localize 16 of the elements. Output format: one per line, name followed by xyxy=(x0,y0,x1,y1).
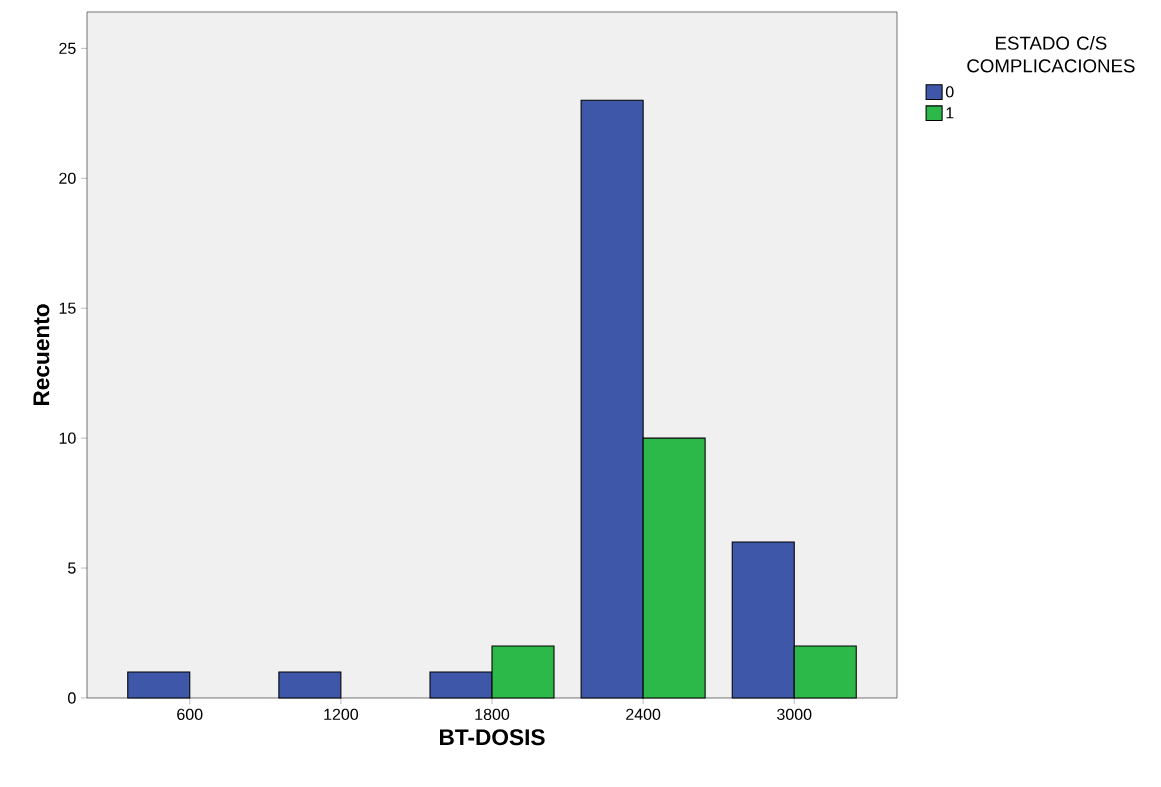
y-tick-label: 25 xyxy=(59,42,76,55)
x-axis-title: BT-DOSIS xyxy=(440,729,545,746)
legend-label: 0 xyxy=(945,86,954,98)
x-tick-label: 600 xyxy=(177,708,203,721)
y-tick-label: 15 xyxy=(59,302,76,314)
x-tick-label: 1800 xyxy=(475,708,510,721)
x-tick-label: 3000 xyxy=(777,708,812,721)
legend-title: ESTADO C/S COMPLICACIONES xyxy=(967,36,1135,73)
y-tick-label: 10 xyxy=(59,432,76,444)
x-tick-label: 2400 xyxy=(626,708,661,721)
y-tick-label: 0 xyxy=(68,692,76,704)
x-tick-label: 1200 xyxy=(324,708,359,721)
y-axis-title: Recuento xyxy=(33,304,50,406)
legend-label: 1 xyxy=(946,107,954,119)
y-tick-label: 20 xyxy=(59,172,76,184)
y-tick-label: 5 xyxy=(68,562,76,574)
